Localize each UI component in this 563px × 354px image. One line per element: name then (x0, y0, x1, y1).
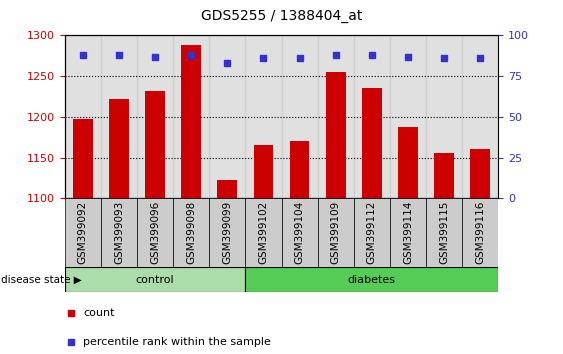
Text: GSM399093: GSM399093 (114, 201, 124, 264)
Bar (282, 35, 318, 198)
Text: disease state ▶: disease state ▶ (1, 275, 81, 285)
Bar (181, 45, 201, 198)
Point (295, 55, 304, 61)
Text: GSM399096: GSM399096 (150, 201, 160, 264)
Text: GSM399115: GSM399115 (439, 201, 449, 264)
Text: GSM399104: GSM399104 (294, 201, 305, 264)
Point (367, 52, 376, 58)
Text: GDS5255 / 1388404_at: GDS5255 / 1388404_at (201, 9, 362, 23)
Bar (145, 91, 165, 198)
Point (331, 52, 340, 58)
Bar (390, 35, 426, 198)
Bar (65, 198, 101, 267)
Bar (426, 35, 462, 198)
Bar (65, 267, 245, 292)
Text: count: count (83, 308, 114, 318)
Bar (354, 35, 390, 198)
Bar (362, 88, 382, 198)
Bar (245, 35, 282, 198)
Text: GSM399112: GSM399112 (367, 201, 377, 264)
Bar (354, 198, 390, 267)
Bar (137, 35, 173, 198)
Text: GSM399102: GSM399102 (258, 201, 269, 264)
Text: GSM399114: GSM399114 (403, 201, 413, 264)
Bar (426, 198, 462, 267)
Bar (209, 198, 245, 267)
Bar (137, 198, 173, 267)
Bar (434, 154, 454, 198)
Point (150, 54, 159, 59)
Bar (318, 35, 354, 198)
Point (187, 52, 196, 58)
Bar (109, 99, 129, 198)
Text: percentile rank within the sample: percentile rank within the sample (83, 337, 271, 347)
Bar (245, 198, 282, 267)
Bar (173, 198, 209, 267)
Point (476, 55, 485, 61)
Bar (65, 35, 101, 198)
Bar (101, 35, 137, 198)
Text: control: control (136, 275, 175, 285)
Text: GSM399099: GSM399099 (222, 201, 233, 264)
Bar (326, 72, 346, 198)
Bar (253, 145, 274, 198)
Bar (217, 180, 237, 198)
Point (114, 52, 123, 58)
Bar (209, 35, 245, 198)
Bar (470, 149, 490, 198)
Bar (282, 198, 318, 267)
Bar (390, 198, 426, 267)
Text: GSM399098: GSM399098 (186, 201, 196, 264)
Point (404, 54, 413, 59)
Text: GSM399109: GSM399109 (330, 201, 341, 264)
Text: GSM399116: GSM399116 (475, 201, 485, 264)
Point (440, 55, 449, 61)
Text: GSM399092: GSM399092 (78, 201, 88, 264)
Bar (245, 267, 498, 292)
Bar (173, 35, 209, 198)
Bar (398, 127, 418, 198)
Bar (101, 198, 137, 267)
Bar (289, 141, 310, 198)
Bar (73, 119, 93, 198)
Bar (462, 198, 498, 267)
Point (259, 55, 268, 61)
Bar (462, 35, 498, 198)
Point (78, 52, 87, 58)
Point (223, 60, 232, 66)
Text: diabetes: diabetes (348, 275, 396, 285)
Bar (318, 198, 354, 267)
